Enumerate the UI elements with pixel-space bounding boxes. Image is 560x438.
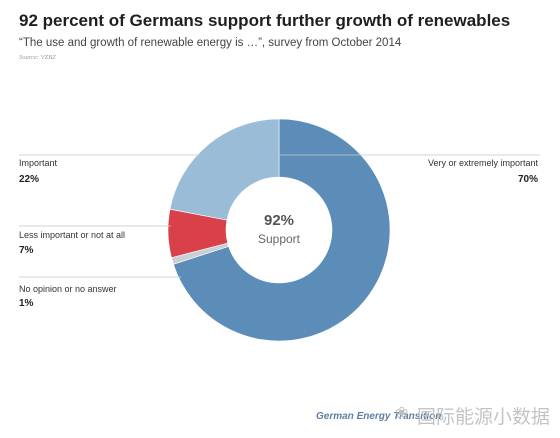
slices-layer [167, 118, 391, 342]
chart-source: Source: VZBZ [19, 54, 56, 61]
brand-logo-text: German Energy Transition [316, 411, 442, 422]
label-very-important: Very or extremely important [428, 158, 539, 168]
value-important: 22% [19, 174, 39, 185]
label-important: Important [19, 158, 58, 168]
value-less-important: 7% [19, 245, 34, 256]
value-very-important: 70% [518, 174, 538, 185]
wechat-icon: ❀ [395, 405, 409, 422]
center-value: 92% [264, 212, 294, 229]
value-no-opinion: 1% [19, 298, 34, 309]
center-label: Support [258, 232, 301, 246]
slice-important [169, 118, 280, 221]
label-no-opinion: No opinion or no answer [19, 284, 117, 294]
labels-layer: Very or extremely important 70% No opinion… [19, 158, 538, 309]
watermark-text: 国际能源小数据 [417, 407, 551, 428]
label-less-important: Less important or not at all [19, 230, 125, 240]
slice-very-important [173, 118, 391, 342]
leaders-layer [19, 154, 540, 278]
chart-subtitle: “The use and growth of renewable energy … [19, 37, 402, 49]
chart-title: 92 percent of Germans support further gr… [19, 11, 511, 30]
